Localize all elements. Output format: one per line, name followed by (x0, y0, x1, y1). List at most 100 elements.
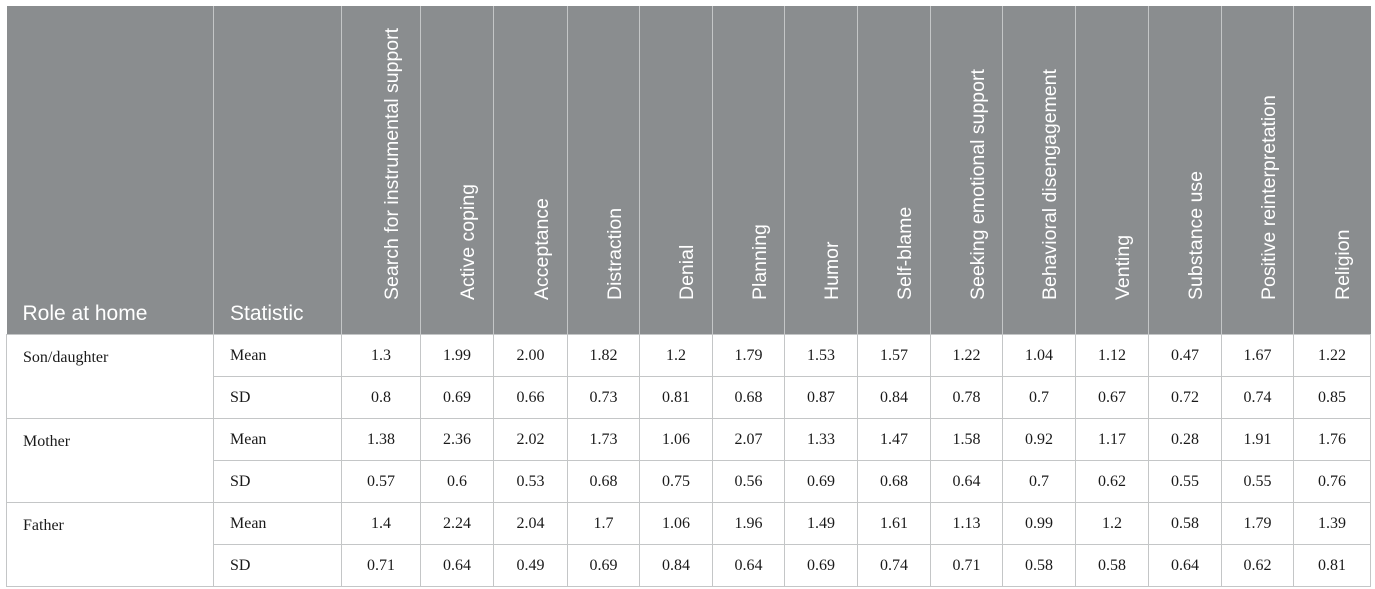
column-header: Planning (748, 224, 771, 300)
value-cell: 0.69 (784, 544, 858, 587)
value-cell: 1.58 (930, 418, 1003, 461)
table-row: SD 0.71 0.64 0.49 0.69 0.84 0.64 0.69 0.74 0.71 0.… (7, 544, 1371, 587)
value-cell: 0.92 (1002, 418, 1076, 461)
value-cell: 1.96 (712, 502, 785, 545)
value-cell: 1.79 (712, 334, 785, 377)
statistic-cell: SD (213, 460, 342, 503)
value-cell: 1.22 (930, 334, 1003, 377)
value-cell: 0.8 (341, 376, 421, 419)
value-cell: 1.82 (567, 334, 640, 377)
value-cell: 1.33 (784, 418, 858, 461)
value-cell: 0.62 (1221, 544, 1294, 587)
table-header: Role at home Statistic Search for instru… (6, 6, 1371, 335)
role-cell: Mother (6, 418, 214, 503)
value-cell: 2.00 (493, 334, 568, 377)
value-cell: 0.57 (341, 460, 421, 503)
value-cell: 0.69 (784, 460, 858, 503)
value-cell: 0.7 (1002, 376, 1076, 419)
table-body: Son/daughter Mean 1.3 1.99 2.00 1.82 1.2 1.79 1.… (6, 334, 1371, 587)
value-cell: 0.68 (857, 460, 931, 503)
statistic-cell: SD (213, 376, 342, 419)
value-cell: 0.69 (420, 376, 494, 419)
value-cell: 0.58 (1075, 544, 1149, 587)
value-cell: 1.61 (857, 502, 931, 545)
statistic-cell: Mean (213, 418, 342, 461)
value-cell: 1.17 (1075, 418, 1149, 461)
value-cell: 1.67 (1221, 334, 1294, 377)
value-cell: 1.39 (1293, 502, 1371, 545)
column-header: Behavioral disengagement (1039, 69, 1061, 300)
value-cell: 0.64 (930, 460, 1003, 503)
value-cell: 0.68 (567, 460, 640, 503)
value-cell: 0.84 (639, 544, 713, 587)
value-cell: 2.02 (493, 418, 568, 461)
header-cell: Substance use (1148, 6, 1222, 335)
header-cell: Religion (1293, 6, 1371, 335)
coping-strategies-table: Role at home Statistic Search for instru… (6, 6, 1371, 587)
value-cell: 0.56 (712, 460, 785, 503)
header-cell: Behavioral disengagement (1002, 6, 1076, 335)
value-cell: 0.85 (1293, 376, 1371, 419)
table-row: SD 0.8 0.69 0.66 0.73 0.81 0.68 0.87 0.84 0.78 0.7… (7, 376, 1371, 419)
column-header: Positive reinterpretation (1257, 95, 1280, 300)
statistic-cell: SD (213, 544, 342, 587)
column-header: Search for instrumental support (381, 27, 403, 300)
value-cell: 1.76 (1293, 418, 1371, 461)
value-cell: 1.57 (857, 334, 931, 377)
header-cell: Venting (1075, 6, 1149, 335)
value-cell: 1.4 (341, 502, 421, 545)
value-cell: 0.62 (1075, 460, 1149, 503)
table-row: SD 0.57 0.6 0.53 0.68 0.75 0.56 0.69 0.68 0.64 0.7… (7, 460, 1371, 503)
header-cell: Positive reinterpretation (1221, 6, 1294, 335)
column-header: Humor (821, 241, 843, 300)
column-header: Acceptance (530, 198, 553, 300)
value-cell: 2.36 (420, 418, 494, 461)
value-cell: 1.12 (1075, 334, 1149, 377)
value-cell: 0.73 (567, 376, 640, 419)
role-cell: Father (6, 502, 214, 587)
value-cell: 1.13 (930, 502, 1003, 545)
header-cell: Seeking emotional support (930, 6, 1003, 335)
header-cell: Active coping (420, 6, 494, 335)
column-header: Venting (1112, 234, 1134, 300)
value-cell: 0.72 (1148, 376, 1222, 419)
column-header: Substance use (1185, 170, 1207, 300)
header-cell: Search for instrumental support (341, 6, 421, 335)
value-cell: 1.22 (1293, 334, 1371, 377)
value-cell: 1.38 (341, 418, 421, 461)
value-cell: 0.99 (1002, 502, 1076, 545)
value-cell: 1.2 (1075, 502, 1149, 545)
value-cell: 0.68 (712, 376, 785, 419)
value-cell: 0.75 (639, 460, 713, 503)
value-cell: 1.99 (420, 334, 494, 377)
value-cell: 0.69 (567, 544, 640, 587)
value-cell: 1.7 (567, 502, 640, 545)
value-cell: 1.04 (1002, 334, 1076, 377)
column-header: Seeking emotional support (966, 69, 989, 300)
value-cell: 1.49 (784, 502, 858, 545)
value-cell: 0.53 (493, 460, 568, 503)
value-cell: 1.06 (639, 418, 713, 461)
header-statistic: Statistic (213, 6, 342, 335)
value-cell: 0.6 (420, 460, 494, 503)
value-cell: 0.76 (1293, 460, 1371, 503)
value-cell: 0.55 (1221, 460, 1294, 503)
value-cell: 1.2 (639, 334, 713, 377)
value-cell: 0.58 (1002, 544, 1076, 587)
value-cell: 0.71 (930, 544, 1003, 587)
value-cell: 0.74 (857, 544, 931, 587)
header-cell: Self-blame (857, 6, 931, 335)
value-cell: 0.7 (1002, 460, 1076, 503)
table-row: Son/daughter Mean 1.3 1.99 2.00 1.82 1.2 1.79 1.… (6, 334, 1371, 419)
header-cell: Denial (639, 6, 713, 335)
value-cell: 0.81 (639, 376, 713, 419)
value-cell: 1.73 (567, 418, 640, 461)
value-cell: 0.81 (1293, 544, 1371, 587)
value-cell: 1.79 (1221, 502, 1294, 545)
column-header: Distraction (603, 207, 626, 300)
value-cell: 1.47 (857, 418, 931, 461)
value-cell: 0.66 (493, 376, 568, 419)
value-cell: 1.91 (1221, 418, 1294, 461)
header-cell: Humor (784, 6, 858, 335)
column-header: Self-blame (894, 206, 916, 300)
